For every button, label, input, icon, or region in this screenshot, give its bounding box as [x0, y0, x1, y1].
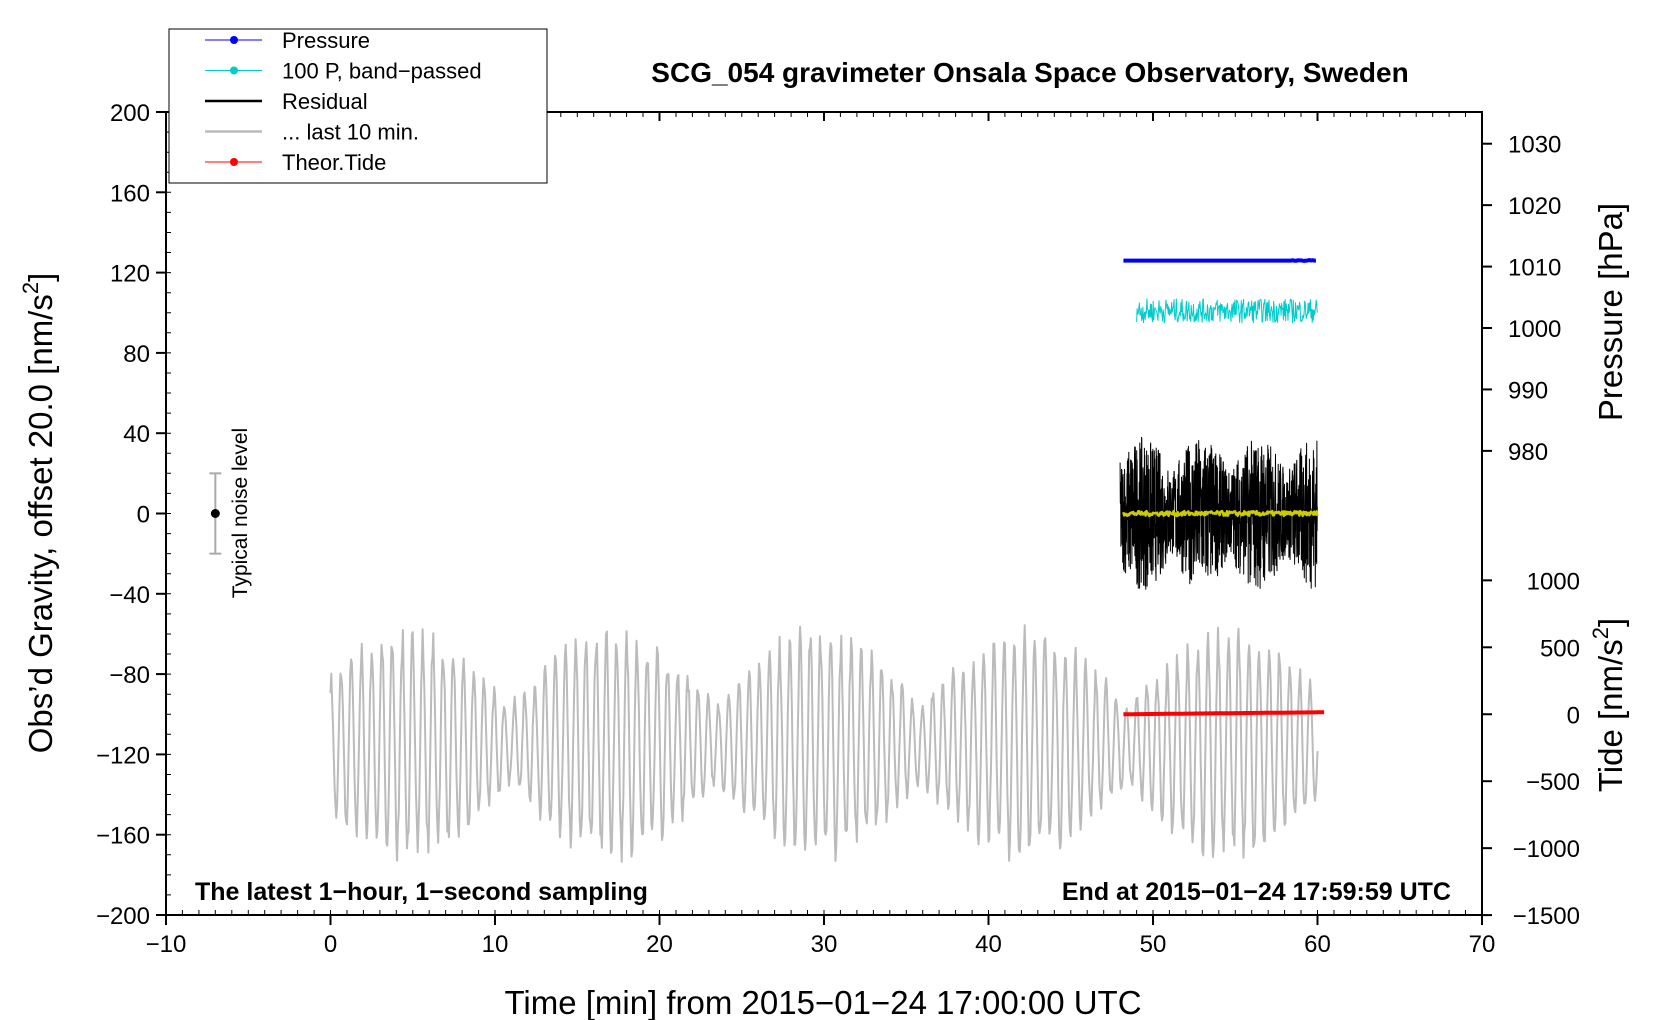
- legend: Pressure 100 P, band−passed Residual ... la…: [168, 28, 548, 184]
- noise-level-label: Typical noise level: [229, 428, 252, 598]
- y-axis-tide: 1000 500 0 −500 −1000 −1500: [1482, 568, 1580, 930]
- pressure-tick-label: 980: [1508, 439, 1548, 466]
- y-tick-label: 160: [110, 180, 150, 207]
- y-tick-label: 0: [137, 502, 150, 529]
- annotation-end-time: End at 2015−01−24 17:59:59 UTC: [1062, 878, 1451, 906]
- legend-label: Residual: [282, 89, 368, 114]
- chart-title: SCG_054 gravimeter Onsala Space Observat…: [651, 57, 1408, 88]
- y-axis-pressure: 1030 1020 1010 1000 990 980: [1482, 132, 1561, 466]
- y-tick-label: 200: [110, 100, 150, 127]
- y-tick-label: 120: [110, 261, 150, 288]
- annotation-sampling: The latest 1−hour, 1−second sampling: [195, 878, 648, 906]
- y-axis-title-pressure: Pressure [hPa]: [1592, 203, 1629, 421]
- x-tick-label: 60: [1304, 931, 1331, 958]
- y-axis-gravity: 200 160 120 80 40 0 −40 −80 −120 −160 −200: [96, 100, 166, 930]
- series-band-passed: [1136, 298, 1318, 324]
- y-tick-label: 80: [123, 341, 150, 368]
- x-tick-label: 40: [975, 931, 1002, 958]
- tide-title-sup: 2: [1588, 627, 1613, 639]
- y-axis-title-tide: Tide [nm/s2]: [1588, 618, 1629, 792]
- x-tick-label: 70: [1469, 931, 1496, 958]
- series-residual: [1119, 436, 1318, 590]
- y-tick-label: −80: [109, 662, 150, 689]
- pressure-tick-label: 1030: [1508, 132, 1561, 159]
- tide-tick-label: −1500: [1513, 903, 1580, 930]
- pressure-tick-label: 990: [1508, 377, 1548, 404]
- y-tick-label: −40: [109, 582, 150, 609]
- legend-label: Theor.Tide: [282, 150, 386, 175]
- legend-marker: [230, 36, 238, 44]
- data-series: [329, 258, 1325, 863]
- pressure-tick-label: 1010: [1508, 255, 1561, 282]
- y-title-main: Obs’d Gravity, offset 20.0 [nm/s: [22, 294, 59, 753]
- tide-tick-label: −1000: [1513, 836, 1580, 863]
- series-pressure: [1123, 258, 1317, 263]
- legend-label: ... last 10 min.: [282, 120, 419, 145]
- tide-tick-label: −500: [1526, 769, 1580, 796]
- legend-label: Pressure: [282, 28, 370, 53]
- y-title-sup: 2: [18, 282, 43, 294]
- pressure-tick-label: 1000: [1508, 316, 1561, 343]
- y-title-end: ]: [22, 273, 59, 282]
- y-tick-label: −200: [96, 903, 150, 930]
- y-axis-title-gravity: Obs’d Gravity, offset 20.0 [nm/s2]: [18, 273, 59, 754]
- legend-marker: [230, 66, 238, 75]
- x-tick-label: 10: [482, 931, 509, 958]
- legend-label: 100 P, band−passed: [282, 59, 482, 84]
- x-axis: −10 0 10 20 30 40 50 60 70: [146, 112, 1496, 958]
- x-tick-label: 0: [324, 931, 337, 958]
- x-tick-label: 50: [1140, 931, 1167, 958]
- x-tick-label: 20: [646, 931, 673, 958]
- tide-tick-label: 1000: [1527, 568, 1580, 595]
- y-tick-label: −120: [96, 742, 150, 769]
- x-axis-title: Time [min] from 2015−01−24 17:00:00 UTC: [504, 984, 1141, 1020]
- tide-tick-label: 0: [1567, 702, 1580, 729]
- y-tick-label: −160: [96, 823, 150, 850]
- series-last-10-min: [329, 624, 1319, 863]
- tide-title-end: ]: [1592, 618, 1629, 627]
- series-theor-tide: [1123, 710, 1325, 717]
- tide-tick-label: 500: [1540, 635, 1580, 662]
- legend-marker: [230, 158, 238, 166]
- tide-title-main: Tide [nm/s: [1592, 639, 1629, 792]
- noise-level-indicator: [209, 472, 222, 555]
- x-tick-label: −10: [146, 931, 187, 958]
- x-tick-label: 30: [811, 931, 838, 958]
- y-tick-label: 40: [123, 421, 150, 448]
- pressure-tick-label: 1020: [1508, 193, 1561, 220]
- legend-box: [168, 28, 548, 184]
- series-residual-mean: [1122, 509, 1319, 518]
- noise-dot: [210, 509, 220, 518]
